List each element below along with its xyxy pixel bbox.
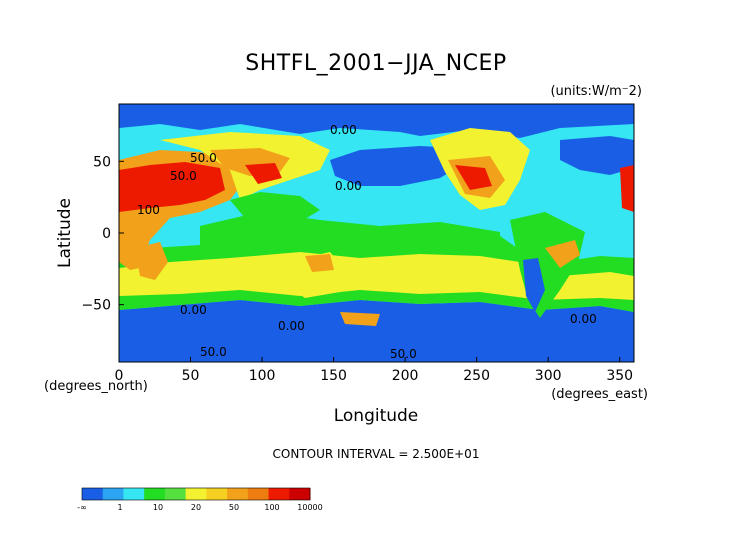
x-tick-label: 200 <box>392 368 419 384</box>
contour-label: 100 <box>137 203 160 217</box>
y-axis: 50 0 −50 <box>81 154 124 314</box>
x-tick-label: 350 <box>606 368 633 384</box>
field-arctic <box>119 104 634 138</box>
field-se-asia <box>230 192 320 224</box>
y-tick-label: −50 <box>81 298 111 314</box>
units-label: (units:W/m⁻2) <box>550 84 642 99</box>
colorbar-swatch <box>123 488 145 500</box>
colorbar-swatch <box>268 488 290 500</box>
field-sahara-hot <box>119 162 225 212</box>
contour-label: 0.00 <box>330 123 357 137</box>
x-axis-title: Longitude <box>334 406 419 426</box>
colorbar-swatch <box>102 488 124 500</box>
map-field <box>119 104 634 362</box>
chart-title: SHTFL_2001−JJA_NCEP <box>245 51 506 76</box>
y-tick-label: 0 <box>102 226 111 242</box>
contour-interval: CONTOUR INTERVAL = 2.500E+01 <box>273 447 480 461</box>
contour-labels: 50.0 0.00 100 0.00 50.0 0.00 0.00 0.00 5… <box>137 123 597 361</box>
colorbar-label: 20 <box>191 503 201 512</box>
x-unit-label: (degrees_east) <box>551 387 648 402</box>
colorbar-swatch <box>247 488 270 500</box>
x-tick-label: 250 <box>463 368 490 384</box>
colorbar-frame <box>81 487 311 501</box>
y-tick-label: 50 <box>93 154 111 170</box>
contour-label: 50.0 <box>390 347 417 361</box>
colorbar-label: 1 <box>117 503 122 512</box>
field-north-pacific <box>330 146 470 186</box>
y-axis-title: Latitude <box>55 198 75 268</box>
contour-label: 0.00 <box>278 319 305 333</box>
contour-label: 0.00 <box>180 303 207 317</box>
colorbar-swatch <box>289 488 311 500</box>
field-sa-blue <box>523 258 545 312</box>
colorbar-label: -∞ <box>77 503 87 512</box>
colorbar-swatch <box>227 488 249 500</box>
colorbar-swatch <box>144 488 166 500</box>
colorbar-swatch <box>206 488 228 500</box>
colorbar-label: 50 <box>229 503 239 512</box>
colorbar-swatch <box>82 488 104 500</box>
colorbar-swatch <box>164 488 187 500</box>
contour-label: 50.0 <box>190 151 217 165</box>
colorbar-label: 100 <box>264 503 279 512</box>
contour-label: 0.00 <box>570 312 597 326</box>
x-tick-label: 50 <box>182 368 200 384</box>
contour-label: 0.00 <box>335 179 362 193</box>
field-southern-ocean <box>119 300 634 362</box>
field-na-red <box>455 165 492 190</box>
field-australia-orange <box>305 254 334 272</box>
colorbar-label: 10 <box>153 503 163 512</box>
field-north-atlantic <box>560 136 634 175</box>
colorbar: -∞ 1 10 20 50 100 10000 <box>77 487 323 512</box>
contour-label: 50.0 <box>170 169 197 183</box>
field-central-asia-red <box>245 163 282 184</box>
colorbar-swatch <box>185 488 207 500</box>
x-tick-label: 0 <box>115 368 124 384</box>
x-tick-label: 100 <box>249 368 276 384</box>
y-unit-label: (degrees_north) <box>44 379 148 394</box>
field-southern-africa <box>135 242 168 280</box>
x-tick-label: 150 <box>320 368 347 384</box>
field-antarctic-edge <box>340 312 380 326</box>
field-sa-orange <box>545 240 580 268</box>
field-south-yellow <box>119 252 634 300</box>
x-tick-label: 300 <box>535 368 562 384</box>
contour-label: 50.0 <box>200 345 227 359</box>
field-east-edge <box>620 165 634 212</box>
x-axis: 0 50 100 150 200 250 300 350 <box>115 357 633 384</box>
colorbar-label: 10000 <box>297 503 322 512</box>
